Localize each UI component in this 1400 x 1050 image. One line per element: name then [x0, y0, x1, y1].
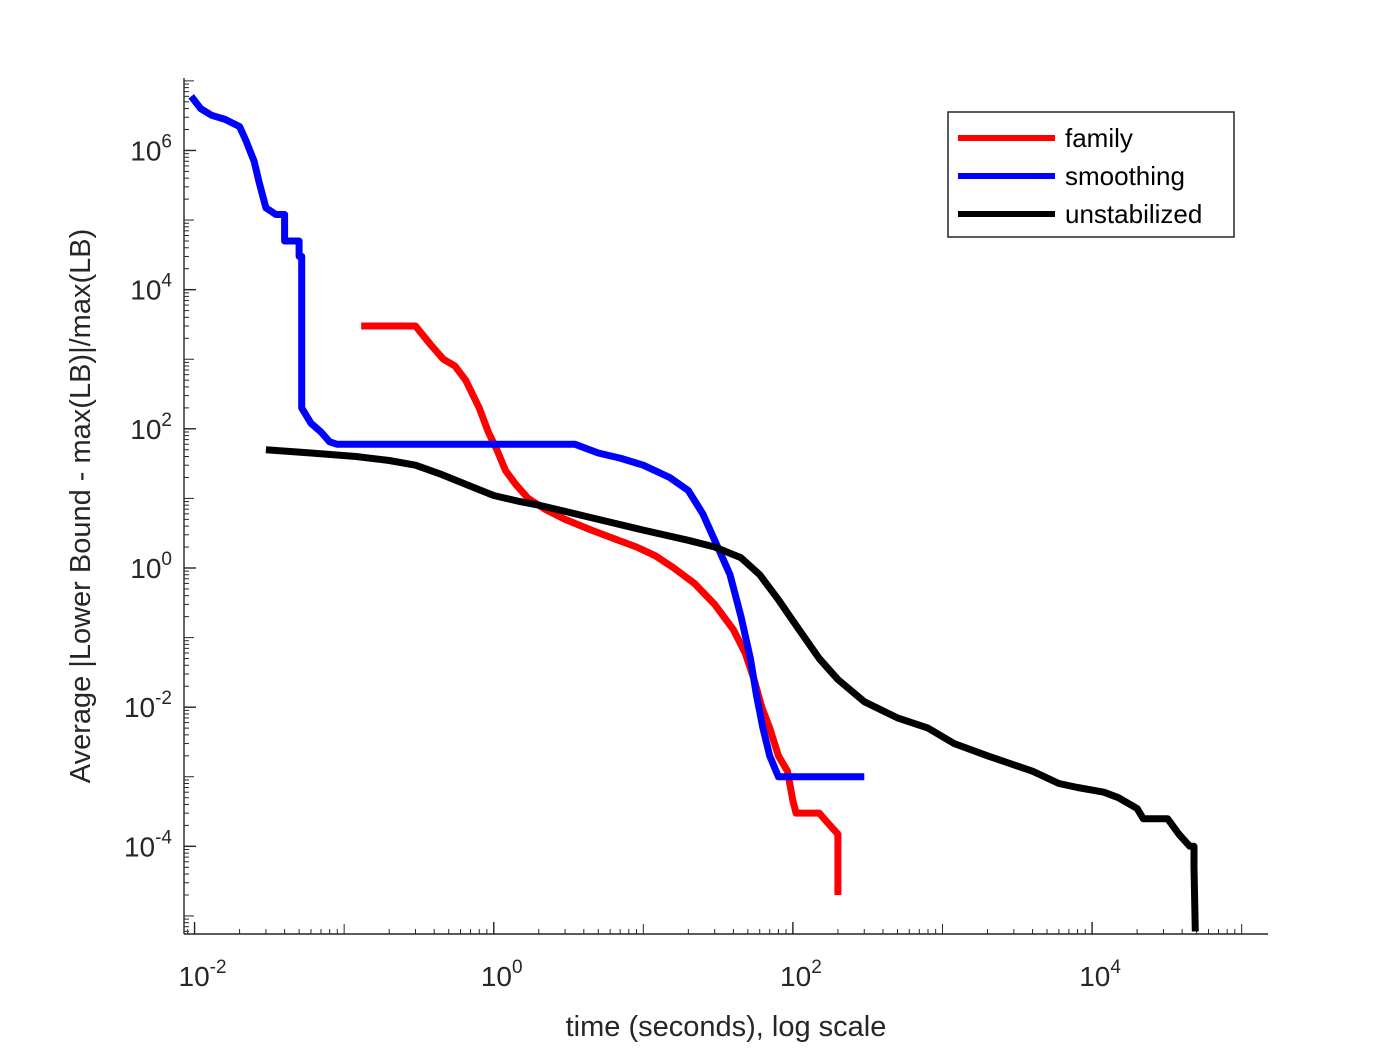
- legend-label-family: family: [1065, 123, 1133, 153]
- legend: family smoothing unstabilized: [947, 111, 1235, 238]
- y-tick-label: 106: [130, 131, 172, 166]
- y-tick-label: 104: [130, 271, 172, 306]
- y-tick-label: 100: [130, 549, 172, 584]
- legend-label-unstabilized: unstabilized: [1065, 199, 1202, 229]
- x-tick-label: 100: [481, 957, 523, 992]
- legend-label-smoothing: smoothing: [1065, 161, 1185, 191]
- x-tick-label: 10-2: [179, 957, 227, 992]
- x-tick-label: 102: [780, 957, 822, 992]
- series-line-family: [361, 322, 842, 895]
- x-tick-label: 104: [1079, 957, 1121, 992]
- major-ticks: 10-2 100 102 104 10-4 10-2 100 102 104 106: [124, 131, 1121, 992]
- y-axis-label: Average |Lower Bound - max(LB)|/max(LB): [65, 229, 97, 783]
- y-tick-label: 10-4: [124, 827, 172, 862]
- plot-area: 10-2 100 102 104 10-4 10-2 100 102 104 106: [124, 78, 1268, 992]
- series-layer: [188, 94, 1199, 932]
- series-line-unstabilized: [265, 446, 1199, 932]
- y-tick-label: 102: [130, 410, 172, 445]
- series-line-smoothing: [188, 94, 865, 781]
- x-axis-label: time (seconds), log scale: [566, 1011, 887, 1043]
- y-tick-label: 10-2: [124, 688, 172, 723]
